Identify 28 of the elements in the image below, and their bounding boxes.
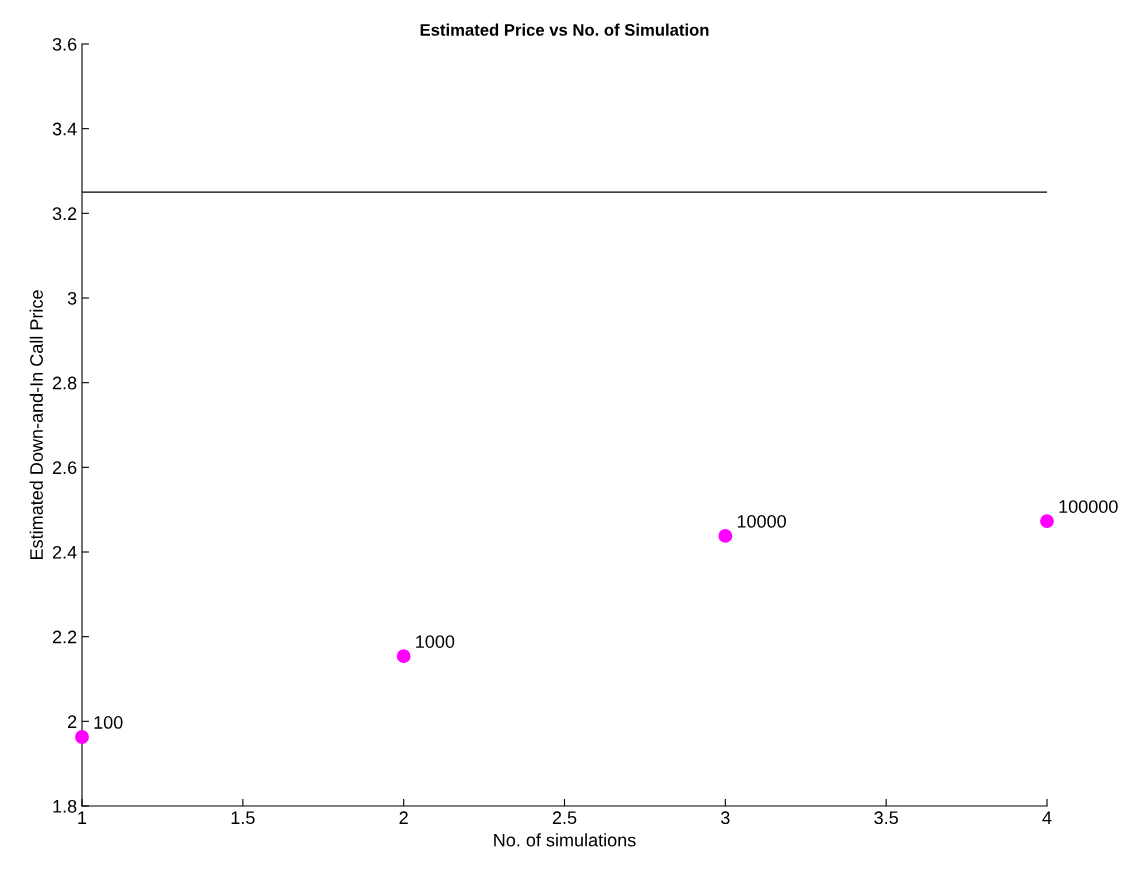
point bbox=[396, 649, 411, 664]
point bbox=[1040, 514, 1054, 529]
chart-title: Estimated Price vs No. of Simulation bbox=[420, 23, 709, 36]
annotation: 100 bbox=[94, 716, 123, 729]
y-tick-label: 2 bbox=[68, 715, 77, 728]
y-tick-label: 3.4 bbox=[52, 122, 77, 136]
y-tick-label: 2.4 bbox=[52, 545, 77, 559]
x-tick-label: 3.5 bbox=[874, 811, 898, 825]
annotation: 100000 bbox=[1059, 500, 1118, 513]
y-tick-label: 2.2 bbox=[52, 630, 77, 644]
annotation: 1000 bbox=[416, 635, 455, 648]
point bbox=[75, 730, 89, 744]
x-axis-title: No. of simulations bbox=[494, 833, 636, 847]
y-axis-title: Estimated Down-and-In Call Price bbox=[29, 290, 43, 559]
y-tick-label: 2.6 bbox=[52, 461, 77, 475]
annotation: 10000 bbox=[737, 514, 786, 528]
y-tick-label: 3.6 bbox=[52, 37, 77, 51]
x-tick-label: 1.5 bbox=[231, 811, 255, 825]
y-tick-label: 3.2 bbox=[52, 207, 77, 221]
x-tick-label: 2.5 bbox=[552, 811, 577, 825]
y-tick-label: 2.8 bbox=[52, 376, 77, 390]
point bbox=[718, 529, 733, 543]
x-tick-label: 4 bbox=[1042, 811, 1052, 824]
x-tick-label: 3 bbox=[721, 811, 730, 825]
x-tick-label: 1 bbox=[78, 811, 87, 824]
y-tick-label: 1.8 bbox=[53, 799, 77, 813]
y-tick-label: 3 bbox=[67, 291, 77, 305]
x-tick-label: 2 bbox=[399, 811, 408, 824]
